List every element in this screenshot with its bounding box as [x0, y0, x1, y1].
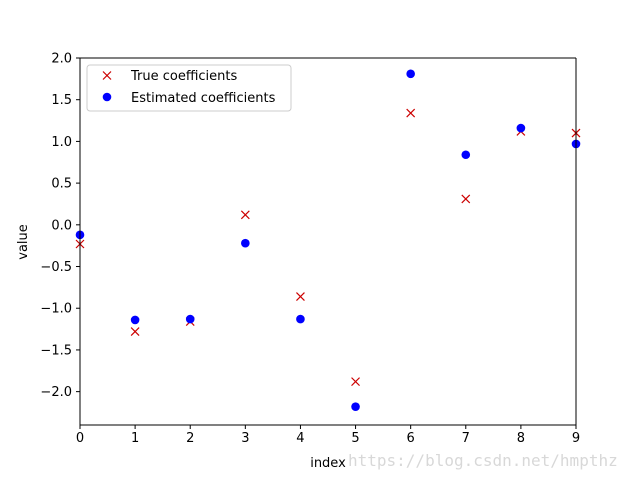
true-coefficient-point [461, 194, 471, 204]
x-tick-label: 0 [76, 431, 84, 446]
estimated-coefficient-point [406, 69, 415, 79]
axes-layer [79, 57, 577, 426]
watermark: https://blog.csdn.net/hmpthz [348, 451, 618, 470]
true-coefficient-point [130, 327, 140, 337]
legend-label-estimated: Estimated coefficients [131, 91, 276, 106]
legend-marker-true [102, 71, 112, 80]
y-tick-label: −1.5 [40, 343, 72, 358]
y-tick-label: −2.0 [40, 385, 72, 400]
true-coefficient-point [240, 210, 250, 220]
y-tick-label: 1.0 [51, 135, 72, 150]
legend: True coefficients Estimated coefficients [86, 64, 292, 112]
x-tick-label: 3 [241, 431, 249, 446]
x-tick-label: 8 [517, 431, 525, 446]
estimated-coefficient-point [130, 315, 140, 325]
x-tick-label: 5 [351, 431, 359, 446]
y-tick-label: 0.5 [51, 177, 72, 192]
x-tick-label: 9 [572, 431, 580, 446]
y-tick-label: 2.0 [51, 52, 72, 67]
y-tick-label: 1.5 [51, 93, 72, 108]
legend-frame [86, 64, 292, 112]
x-axis-label: index [310, 456, 346, 471]
x-tick-label: 2 [186, 431, 194, 446]
x-tick-label: 4 [296, 431, 304, 446]
y-axis-label: value [16, 224, 31, 260]
x-tick-label: 7 [462, 431, 470, 446]
estimated-coefficient-point [241, 238, 250, 248]
estimated-coefficient-point [461, 150, 471, 160]
true-coefficient-point [406, 108, 416, 118]
marks-layer [75, 69, 581, 411]
true-coefficient-point [296, 292, 305, 301]
estimated-coefficient-point [185, 314, 195, 324]
y-tick-label: 0.0 [51, 218, 72, 233]
legend-circle-marker [102, 92, 112, 102]
y-tick-label: −1.0 [40, 302, 72, 317]
estimated-coefficient-point [296, 314, 305, 324]
x-tick-label: 1 [131, 431, 139, 446]
estimated-coefficient-point [516, 123, 526, 133]
legend-x-marker [102, 71, 112, 80]
legend-marker-estimated [102, 92, 112, 102]
estimated-coefficient-point [351, 402, 360, 411]
legend-label-true: True coefficients [130, 69, 238, 84]
x-tick-label: 6 [407, 431, 415, 446]
y-tick-label: −0.5 [40, 260, 72, 275]
true-coefficient-point [351, 377, 360, 387]
ticks-layer: 0 1 2 3 4 5 6 7 8 9 2.0 1.5 1.0 0.5 0.0 −0.5 −1.0 −1.5 −2.… [40, 52, 580, 447]
